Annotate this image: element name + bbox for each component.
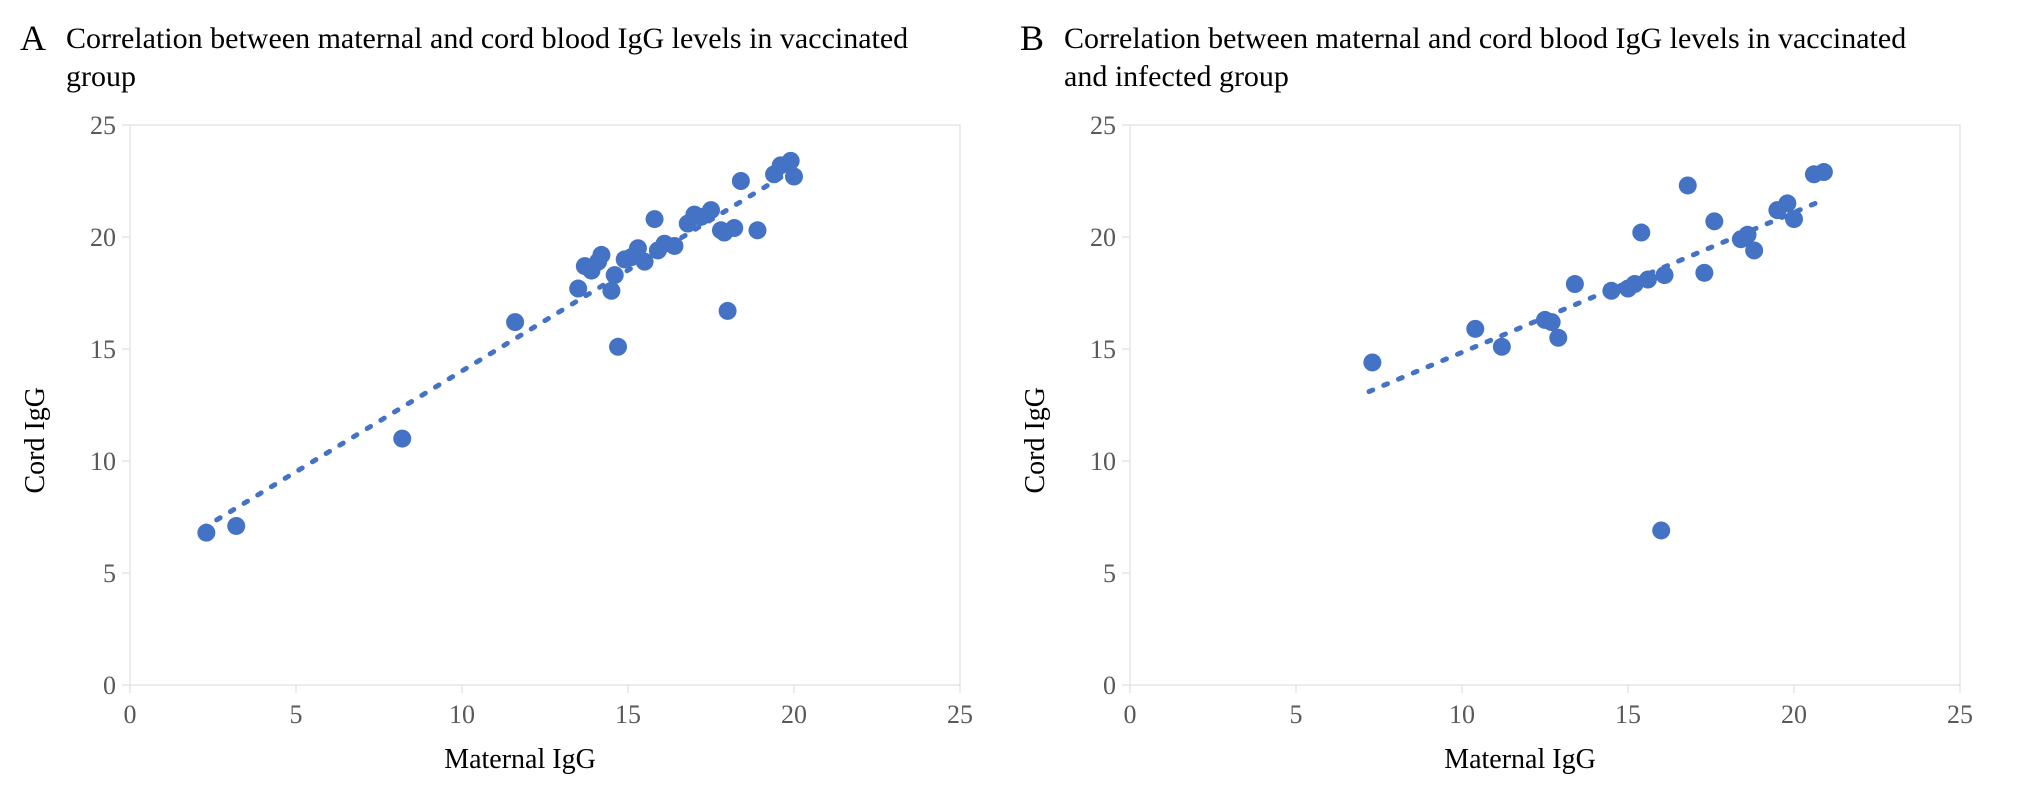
panel-a-header: A Correlation between maternal and cord …: [20, 20, 980, 95]
panel-a-chart-wrap: Cord IgG 0 5 10 15 20 25 0 5 10 15 20 25 Maternal I…: [20, 105, 980, 776]
panel-a-svg: 0 5 10 15 20 25 0 5 10 15 20 25: [60, 105, 980, 740]
svg-text:5: 5: [103, 559, 116, 588]
panel-a-ylabel: Cord IgG: [20, 387, 52, 494]
panel-b-title: Correlation between maternal and cord bl…: [1064, 20, 1944, 95]
svg-text:15: 15: [90, 335, 116, 364]
svg-text:15: 15: [615, 700, 641, 729]
panel-a: A Correlation between maternal and cord …: [20, 20, 980, 776]
svg-text:20: 20: [1090, 223, 1116, 252]
svg-text:25: 25: [90, 111, 116, 140]
svg-text:5: 5: [290, 700, 303, 729]
panel-b-xlabel: Maternal IgG: [1060, 744, 1980, 776]
svg-text:10: 10: [1449, 700, 1475, 729]
panel-a-title: Correlation between maternal and cord bl…: [66, 20, 946, 95]
svg-text:0: 0: [1103, 671, 1116, 700]
svg-text:15: 15: [1090, 335, 1116, 364]
svg-text:20: 20: [1781, 700, 1807, 729]
svg-text:20: 20: [781, 700, 807, 729]
svg-text:10: 10: [90, 447, 116, 476]
svg-text:20: 20: [90, 223, 116, 252]
svg-text:15: 15: [1615, 700, 1641, 729]
svg-text:10: 10: [449, 700, 475, 729]
svg-text:0: 0: [1124, 700, 1137, 729]
panel-b-ylabel: Cord IgG: [1020, 387, 1052, 494]
panel-a-plot: 0 5 10 15 20 25 0 5 10 15 20 25 Maternal IgG: [60, 105, 980, 776]
panel-b: B Correlation between maternal and cord …: [1020, 20, 1980, 776]
svg-text:0: 0: [103, 671, 116, 700]
svg-text:5: 5: [1290, 700, 1303, 729]
panel-b-chart-wrap: Cord IgG 0 5 10 15 20 25 0 5 10 15 20 25 Maternal I…: [1020, 105, 1980, 776]
svg-text:5: 5: [1103, 559, 1116, 588]
panel-b-header: B Correlation between maternal and cord …: [1020, 20, 1980, 95]
svg-text:10: 10: [1090, 447, 1116, 476]
figure-row: A Correlation between maternal and cord …: [20, 20, 2010, 776]
panel-a-xlabel: Maternal IgG: [60, 744, 980, 776]
panel-b-letter: B: [1020, 20, 1044, 56]
svg-text:0: 0: [124, 700, 137, 729]
svg-text:25: 25: [1090, 111, 1116, 140]
panel-b-svg: 0 5 10 15 20 25 0 5 10 15 20 25: [1060, 105, 1980, 740]
panel-a-letter: A: [20, 20, 46, 56]
panel-b-plot: 0 5 10 15 20 25 0 5 10 15 20 25 Maternal IgG: [1060, 105, 1980, 776]
svg-text:25: 25: [1947, 700, 1973, 729]
svg-text:25: 25: [947, 700, 973, 729]
